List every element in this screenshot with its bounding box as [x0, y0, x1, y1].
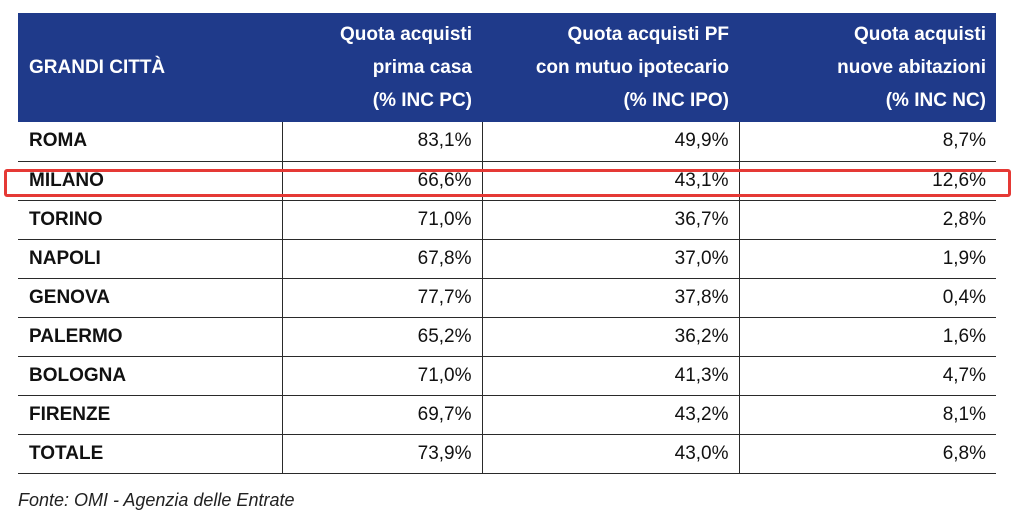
- header-text-line: (% INC PC): [372, 90, 472, 111]
- nuove-abitazioni-cell: 12,6%: [738, 161, 996, 200]
- city-cell: TORINO: [29, 208, 103, 230]
- header-city-label: GRANDI CITTÀ: [29, 57, 166, 78]
- mutuo-cell: 43,1%: [481, 161, 739, 200]
- nuove-abitazioni-cell: 0,4%: [738, 278, 996, 317]
- nuove-abitazioni-cell: 2,8%: [738, 200, 996, 239]
- table-row: ROMA 83,1% 49,9% 8,7%: [18, 122, 996, 161]
- header-text-line: Quota acquisti: [854, 24, 986, 45]
- mutuo-cell: 37,8%: [481, 278, 739, 317]
- nuove-abitazioni-cell: 8,7%: [738, 122, 996, 161]
- mutuo-cell: 36,7%: [481, 200, 739, 239]
- nuove-abitazioni-cell: 1,9%: [738, 239, 996, 278]
- mutuo-cell: 36,2%: [481, 317, 739, 356]
- header-city: GRANDI CITTÀ: [18, 13, 282, 122]
- header-text-line: (% INC IPO): [623, 90, 729, 111]
- nuove-abitazioni-cell: 1,6%: [738, 317, 996, 356]
- prima-casa-cell: 67,8%: [281, 239, 482, 278]
- city-cell: FIRENZE: [29, 403, 111, 425]
- prima-casa-cell: 66,6%: [281, 161, 482, 200]
- header-text-line: prima casa: [372, 57, 472, 78]
- table-row: TORINO 71,0% 36,7% 2,8%: [18, 200, 996, 239]
- header-nuove-abitazioni: Quota acquisti nuove abitazioni (% INC N…: [739, 13, 996, 122]
- table-row: MILANO 66,6% 43,1% 12,6%: [18, 161, 996, 200]
- header-text-line: con mutuo ipotecario: [535, 57, 729, 78]
- header-prima-casa: Quota acquisti prima casa (% INC PC): [282, 13, 482, 122]
- nuove-abitazioni-cell: 8,1%: [738, 395, 996, 434]
- table-row: BOLOGNA 71,0% 41,3% 4,7%: [18, 356, 996, 395]
- header-text-line: (% INC NC): [885, 90, 986, 111]
- table-row: NAPOLI 67,8% 37,0% 1,9%: [18, 239, 996, 278]
- city-cell: BOLOGNA: [29, 364, 127, 386]
- table-row: PALERMO 65,2% 36,2% 1,6%: [18, 317, 996, 356]
- header-text-line: nuove abitazioni: [837, 57, 986, 78]
- mutuo-cell: 43,0%: [481, 434, 739, 473]
- mutuo-cell: 43,2%: [481, 395, 739, 434]
- table-header: GRANDI CITTÀ Quota acquisti prima casa (…: [18, 13, 996, 122]
- prima-casa-cell: 65,2%: [281, 317, 482, 356]
- nuove-abitazioni-cell: 6,8%: [738, 434, 996, 473]
- table-body: ROMA 83,1% 49,9% 8,7% MILANO 66,6% 43,1%…: [18, 122, 996, 473]
- mutuo-cell: 37,0%: [481, 239, 739, 278]
- data-table: GRANDI CITTÀ Quota acquisti prima casa (…: [18, 13, 996, 474]
- city-cell: PALERMO: [29, 325, 123, 347]
- header-text-line: Quota acquisti: [340, 24, 472, 45]
- table-row: GENOVA 77,7% 37,8% 0,4%: [18, 278, 996, 317]
- header-mutuo: Quota acquisti PF con mutuo ipotecario (…: [482, 13, 739, 122]
- source-note: Fonte: OMI - Agenzia delle Entrate: [18, 490, 295, 510]
- nuove-abitazioni-cell: 4,7%: [738, 356, 996, 395]
- city-cell: MILANO: [29, 169, 104, 191]
- table-row: TOTALE 73,9% 43,0% 6,8%: [18, 434, 996, 473]
- prima-casa-cell: 71,0%: [281, 356, 482, 395]
- prima-casa-cell: 83,1%: [281, 122, 482, 161]
- table-row: FIRENZE 69,7% 43,2% 8,1%: [18, 395, 996, 434]
- city-cell: ROMA: [29, 130, 88, 152]
- city-cell: TOTALE: [29, 442, 104, 464]
- mutuo-cell: 41,3%: [481, 356, 739, 395]
- city-cell: NAPOLI: [29, 247, 101, 269]
- city-cell: GENOVA: [29, 286, 110, 308]
- prima-casa-cell: 71,0%: [281, 200, 482, 239]
- mutuo-cell: 49,9%: [481, 122, 739, 161]
- header-row: GRANDI CITTÀ Quota acquisti prima casa (…: [18, 13, 996, 122]
- prima-casa-cell: 77,7%: [281, 278, 482, 317]
- header-text-line: Quota acquisti PF: [567, 24, 729, 45]
- prima-casa-cell: 69,7%: [281, 395, 482, 434]
- prima-casa-cell: 73,9%: [281, 434, 482, 473]
